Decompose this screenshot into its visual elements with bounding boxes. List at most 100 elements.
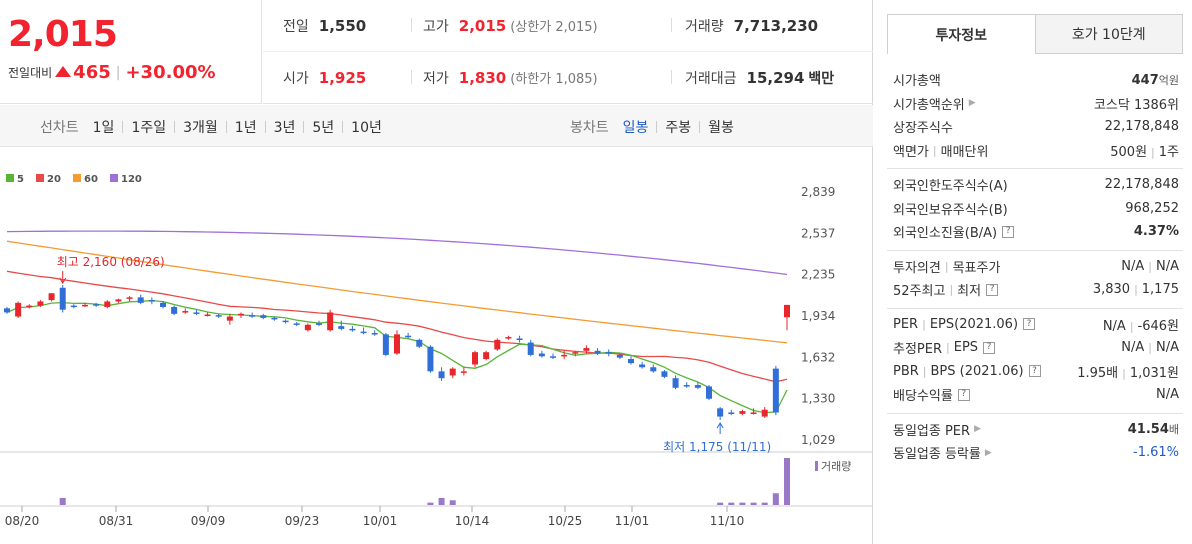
candle-body	[427, 346, 434, 372]
candle-body	[750, 412, 757, 414]
row-dividend: 배당수익률? N/A	[893, 387, 1179, 405]
help-icon[interactable]: ?	[983, 341, 996, 354]
period-1d[interactable]: 1일	[92, 120, 115, 136]
current-price-box: 2,015 전일대비 465 | +30.00%	[0, 0, 262, 104]
help-icon[interactable]: ?	[957, 388, 970, 401]
candle-body	[115, 299, 122, 302]
candle-body	[204, 314, 211, 316]
high-price: 고가 2,015 (상한가 2,015)	[423, 17, 598, 35]
candle-body	[238, 313, 244, 316]
quote-stats: 전일 1,550 고가 2,015 (상한가 2,015) 거래량 7,713,…	[263, 0, 873, 104]
period-3y[interactable]: 3년	[273, 120, 296, 136]
trade-amount: 거래대금 15,294 백만	[685, 69, 835, 87]
candle-body	[772, 368, 779, 413]
x-tick-label: 08/20	[5, 514, 40, 528]
help-icon[interactable]: ?	[986, 283, 999, 296]
row-sector-per[interactable]: 동일업종 PER ▶ 41.54배	[893, 422, 1179, 439]
volume-bar	[59, 497, 66, 505]
row-sector-rate[interactable]: 동일업종 등락률 ▶ -1.61%	[893, 445, 1179, 463]
volume-bar	[438, 497, 445, 505]
volume-bar	[750, 502, 757, 505]
tab-investment-info[interactable]: 투자정보	[887, 14, 1036, 54]
stats-row-2: 시가 1,925 저가 1,830 (하한가 1,085) 거래대금 15,29…	[263, 52, 873, 104]
volume-bar	[739, 502, 746, 505]
y-tick-label: 2,235	[801, 268, 835, 282]
divider	[411, 70, 412, 84]
info-table: 시가총액 447억원 시가총액순위 ▶ 코스닥 1386위 상장주식수 22,17…	[887, 64, 1183, 471]
candle-body	[193, 312, 200, 314]
candle-body	[628, 359, 634, 364]
change-percent: +30.00%	[125, 62, 216, 83]
candle-body	[304, 324, 311, 331]
candle-body	[26, 305, 33, 308]
candle-body	[271, 317, 278, 320]
y-tick-label: 2,839	[801, 185, 835, 199]
y-tick-label: 1,632	[801, 350, 835, 364]
candle-body	[137, 297, 144, 303]
candle-body	[594, 350, 601, 354]
candle-body	[728, 412, 735, 414]
row-foreign-limit: 외국인한도주식수(A) 22,178,848	[893, 177, 1179, 195]
x-tick-label: 10/25	[548, 514, 583, 528]
candle-body	[394, 334, 400, 354]
period-daily[interactable]: 일봉	[622, 120, 649, 136]
candle-body	[382, 334, 389, 355]
tab-order-book[interactable]: 호가 10단계	[1035, 14, 1183, 54]
ma-60-line	[6, 240, 788, 344]
x-tick-label: 08/31	[99, 514, 134, 528]
prev-close: 전일 1,550	[283, 17, 367, 35]
change-label: 전일대비	[8, 66, 53, 80]
candle-body	[171, 306, 178, 314]
section-market-cap: 시가총액 447억원 시가총액순위 ▶ 코스닥 1386위 상장주식수 22,17…	[887, 64, 1183, 169]
section-sector: 동일업종 PER ▶ 41.54배 동일업종 등락률 ▶ -1.61%	[887, 414, 1183, 471]
legend-label-120: 120	[121, 174, 142, 185]
quote-panel: 2,015 전일대비 465 | +30.00% 전일 1,550 고가 2,0…	[0, 0, 873, 544]
row-opinion: 투자의견 | 목표주가 N/A | N/A	[893, 258, 1179, 276]
row-market-cap: 시가총액 447억원	[893, 72, 1179, 90]
period-1w[interactable]: 1주일	[131, 120, 167, 136]
candle-body	[505, 337, 512, 339]
help-icon[interactable]: ?	[1023, 318, 1036, 331]
row-listed-shares: 상장주식수 22,178,848	[893, 119, 1179, 137]
line-chart-periods: 선차트 1일 1주일 3개월 1년 3년 5년 10년	[40, 117, 382, 137]
candlestick-chart: 5 20 60 120 2,839 2,537 2,235 1,934 1,632 1,330 1,…	[0, 174, 873, 528]
legend-swatch-5	[6, 174, 14, 182]
row-foreign-ratio: 외국인소진율(B/A)? 4.37%	[893, 224, 1179, 242]
period-5y[interactable]: 5년	[312, 120, 335, 136]
candle-body	[226, 316, 233, 321]
candle-body	[550, 356, 556, 358]
x-tick-label: 10/01	[363, 514, 398, 528]
candle-body	[561, 354, 568, 357]
period-10y[interactable]: 10년	[351, 120, 382, 136]
y-tick-label: 2,537	[801, 226, 835, 240]
candle-body	[160, 302, 166, 307]
period-monthly[interactable]: 월봉	[708, 120, 734, 136]
current-price: 2,015	[8, 14, 118, 55]
candle-body	[59, 287, 66, 310]
candle-body	[93, 304, 100, 306]
y-tick-label: 1,029	[801, 433, 835, 447]
legend-label-20: 20	[47, 174, 61, 185]
row-market-rank[interactable]: 시가총액순위 ▶ 코스닥 1386위	[893, 97, 1179, 113]
divider	[671, 18, 672, 32]
help-icon[interactable]: ?	[1028, 365, 1041, 378]
chart-toolbar: 선차트 1일 1주일 3개월 1년 3년 5년 10년 봉차트 일봉 주봉 월봉	[0, 105, 873, 147]
change-amount: 465	[73, 62, 111, 83]
candle-body	[182, 311, 189, 313]
ma-120-line	[6, 230, 788, 276]
period-1y[interactable]: 1년	[234, 120, 257, 136]
candle-body	[483, 352, 490, 360]
candle-body	[672, 378, 679, 388]
help-icon[interactable]: ?	[1002, 225, 1015, 238]
line-chart-label: 선차트	[40, 120, 79, 136]
period-weekly[interactable]: 주봉	[665, 120, 692, 136]
candle-body	[706, 386, 712, 399]
section-valuation: PER | EPS(2021.06)? N/A | -646원 추정PER | EPS? N…	[887, 309, 1183, 414]
period-3m[interactable]: 3개월	[183, 120, 218, 136]
candle-body	[70, 305, 77, 308]
candle-body	[694, 385, 701, 388]
candle-body	[37, 301, 44, 306]
volume-legend-swatch	[815, 461, 818, 471]
volume-bar	[717, 502, 724, 505]
volume-bar	[784, 458, 790, 505]
